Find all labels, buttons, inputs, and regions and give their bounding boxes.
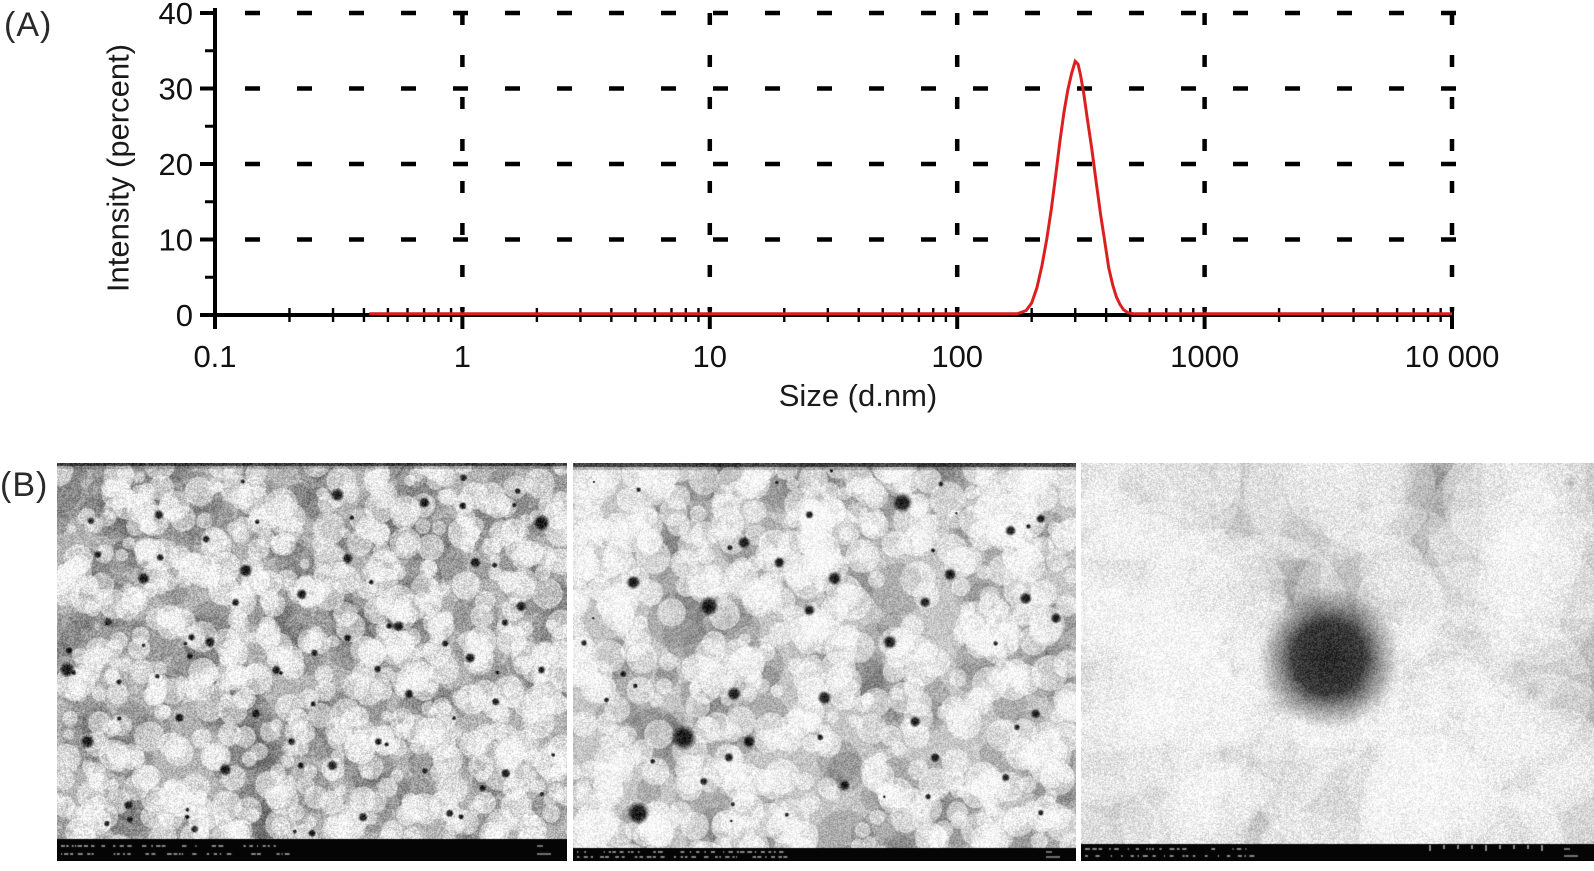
tem-image-medium-mag [573, 463, 1076, 861]
x-tick-label: 0.1 [193, 339, 236, 374]
x-tick-label: 100 [931, 339, 983, 374]
x-tick-label: 10 000 [1405, 339, 1500, 374]
x-tick-label: 1000 [1170, 339, 1239, 374]
x-axis-title: Size (d.nm) [778, 378, 938, 413]
x-tick-label: 1 [454, 339, 471, 374]
distribution-curve [369, 58, 1452, 316]
dls-size-distribution-chart: 0 10 20 30 40 0.1 1 10 100 1000 10 000 [159, 0, 1500, 374]
y-tick-label: 40 [159, 0, 193, 31]
panel-b-label: (B) [0, 466, 49, 504]
y-axis-title: Intensity (percent) [100, 43, 136, 293]
dls-chart-panel: 0 10 20 30 40 0.1 1 10 100 1000 10 000 Intensity (… [100, 0, 1500, 413]
y-tick-label: 10 [159, 223, 193, 258]
y-tick-label: 0 [176, 298, 193, 333]
y-tick-label: 20 [159, 147, 193, 182]
y-tick-label: 30 [159, 72, 193, 107]
tem-image-high-mag [1081, 463, 1594, 861]
tem-image-low-mag [57, 463, 567, 861]
panel-a-label: (A) [4, 6, 53, 44]
x-tick-label: 10 [693, 339, 727, 374]
